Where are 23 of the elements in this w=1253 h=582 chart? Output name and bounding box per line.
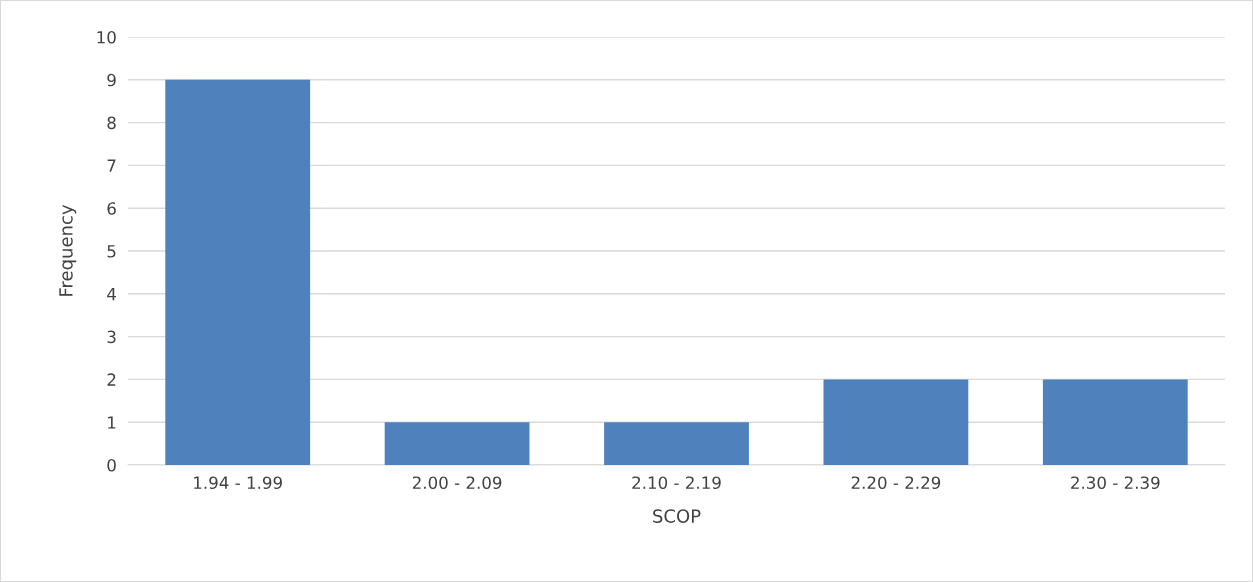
y-tick-label: 1 <box>108 416 116 429</box>
y-axis-title: Frequency <box>59 204 77 296</box>
x-tick-label: 1.94 - 1.99 <box>194 476 282 490</box>
bar <box>165 79 311 465</box>
x-tick-label: 2.20 - 2.29 <box>851 476 941 490</box>
y-tick-label: 6 <box>107 202 116 215</box>
bar <box>604 422 749 465</box>
bar <box>1042 379 1188 465</box>
y-tick-label: 4 <box>107 287 116 301</box>
y-tick-label: 0 <box>107 458 116 472</box>
y-tick-label: 2 <box>107 373 116 386</box>
x-tick-label: 2.00 - 2.09 <box>412 476 502 490</box>
y-tick-label: 5 <box>107 245 116 258</box>
y-tick-label: 9 <box>107 73 116 87</box>
x-tick-label: 2.10 - 2.19 <box>632 476 721 490</box>
y-tick-label: 8 <box>107 116 116 130</box>
x-tick-label: 2.30 - 2.39 <box>1071 476 1160 490</box>
bar <box>384 422 530 465</box>
y-tick-label: 7 <box>107 159 116 172</box>
y-tick-label: 3 <box>107 330 116 344</box>
y-tick-label: 10 <box>97 30 116 44</box>
bar <box>823 379 969 465</box>
x-axis-title: SCOP <box>653 509 701 523</box>
